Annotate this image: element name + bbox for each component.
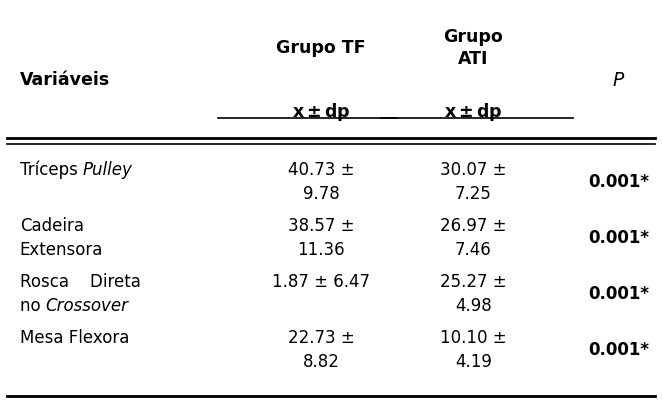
Text: Grupo
ATI: Grupo ATI xyxy=(444,28,503,68)
Text: 38.57 ±: 38.57 ± xyxy=(288,217,354,235)
Text: $\mathbf{x \pm dp}$: $\mathbf{x \pm dp}$ xyxy=(292,101,350,123)
Text: no: no xyxy=(20,297,46,315)
Text: Crossover: Crossover xyxy=(46,297,128,315)
Text: 8.82: 8.82 xyxy=(303,353,340,371)
Text: 1.87 ± 6.47: 1.87 ± 6.47 xyxy=(272,273,370,291)
Text: 25.27 ±: 25.27 ± xyxy=(440,273,506,291)
Text: 9.78: 9.78 xyxy=(303,185,340,203)
Text: 11.36: 11.36 xyxy=(297,241,345,259)
Text: $\mathbf{x \pm dp}$: $\mathbf{x \pm dp}$ xyxy=(444,101,502,123)
Text: 10.10 ±: 10.10 ± xyxy=(440,329,506,347)
Text: 0.001*: 0.001* xyxy=(589,341,649,359)
Text: 7.25: 7.25 xyxy=(455,185,492,203)
Text: Pulley: Pulley xyxy=(83,161,133,179)
Text: 4.19: 4.19 xyxy=(455,353,492,371)
Text: 4.98: 4.98 xyxy=(455,297,492,315)
Text: 0.001*: 0.001* xyxy=(589,229,649,247)
Text: $\mathit{P}$: $\mathit{P}$ xyxy=(612,70,626,90)
Text: 22.73 ±: 22.73 ± xyxy=(288,329,354,347)
Text: 26.97 ±: 26.97 ± xyxy=(440,217,506,235)
Text: 30.07 ±: 30.07 ± xyxy=(440,161,506,179)
Text: Mesa Flexora: Mesa Flexora xyxy=(20,329,129,347)
Text: Rosca    Direta: Rosca Direta xyxy=(20,273,141,291)
Text: 7.46: 7.46 xyxy=(455,241,492,259)
Text: 0.001*: 0.001* xyxy=(589,173,649,191)
Text: Cadeira: Cadeira xyxy=(20,217,84,235)
Text: Tríceps: Tríceps xyxy=(20,161,83,179)
Text: Extensora: Extensora xyxy=(20,241,103,259)
Text: 40.73 ±: 40.73 ± xyxy=(288,161,354,179)
Text: 0.001*: 0.001* xyxy=(589,285,649,303)
Text: Variáveis: Variáveis xyxy=(20,71,110,89)
Text: Grupo TF: Grupo TF xyxy=(276,39,366,57)
